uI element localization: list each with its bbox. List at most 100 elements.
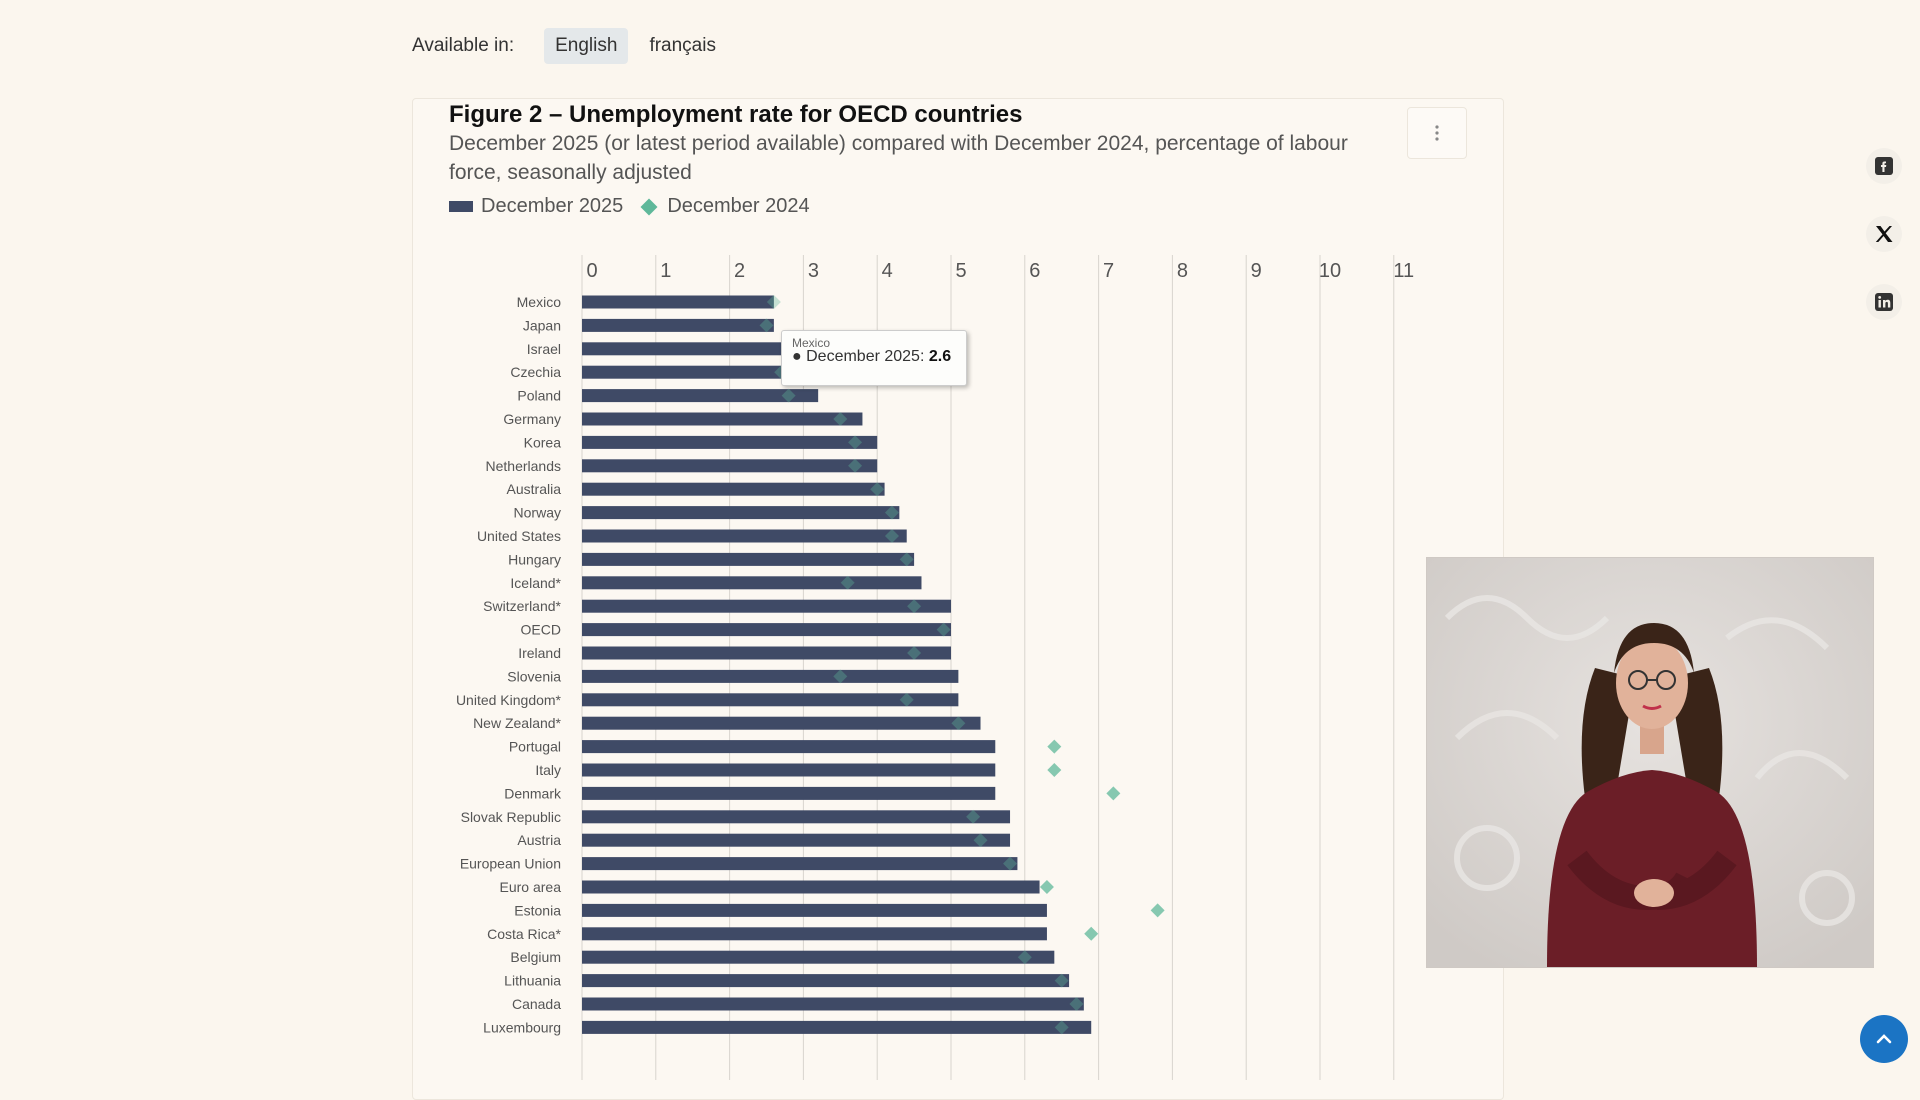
marker-december-2024[interactable] — [966, 809, 981, 824]
x-tick-label: 7 — [1103, 260, 1114, 282]
marker-december-2024[interactable] — [833, 669, 848, 684]
tooltip-series: December 2025: — [806, 348, 925, 365]
chart-legend: December 2025 December 2024 — [449, 195, 810, 218]
bar-december-2025[interactable] — [582, 599, 951, 613]
y-category-label: Lithuania — [504, 973, 561, 989]
bar-december-2025[interactable] — [582, 295, 774, 309]
marker-december-2024[interactable] — [884, 529, 899, 543]
bar-december-2025[interactable] — [582, 552, 915, 566]
x-tick-label: 3 — [808, 260, 819, 282]
marker-december-2024[interactable] — [899, 552, 914, 567]
bar-december-2025[interactable] — [582, 435, 878, 449]
marker-december-2024[interactable] — [840, 575, 855, 590]
bar-december-2025[interactable] — [582, 1020, 1092, 1034]
y-category-label: Denmark — [504, 785, 562, 801]
kebab-menu-icon — [1435, 125, 1439, 141]
bar-december-2025[interactable] — [582, 506, 900, 520]
x-twitter-icon — [1875, 226, 1893, 242]
x-tick-label: 2 — [734, 260, 745, 282]
bar-december-2025[interactable] — [582, 669, 959, 683]
y-category-label: Canada — [512, 996, 561, 1012]
chart-menu-button[interactable] — [1407, 107, 1467, 159]
bar-december-2025[interactable] — [582, 459, 878, 473]
x-tick-label: 6 — [1029, 260, 1040, 282]
marker-december-2024[interactable] — [781, 388, 796, 403]
marker-december-2024[interactable] — [1054, 1020, 1069, 1035]
marker-december-2024[interactable] — [1054, 973, 1069, 988]
bar-december-2025[interactable] — [582, 833, 1011, 847]
bar-december-2025[interactable] — [582, 903, 1047, 917]
linkedin-share-button[interactable] — [1866, 284, 1902, 320]
y-category-label: Netherlands — [486, 458, 562, 474]
marker-december-2024[interactable] — [766, 295, 781, 309]
bar-december-2025[interactable] — [582, 412, 863, 426]
marker-december-2024[interactable] — [1039, 880, 1054, 894]
marker-december-2024[interactable] — [1150, 903, 1165, 918]
bar-december-2025[interactable] — [582, 623, 951, 637]
y-category-label: Mexico — [517, 294, 562, 310]
y-category-label: Norway — [514, 505, 561, 521]
bar-december-2025[interactable] — [582, 997, 1084, 1011]
bar-december-2025[interactable] — [582, 342, 811, 356]
bar-december-2025[interactable] — [582, 857, 1018, 871]
marker-december-2024[interactable] — [951, 716, 966, 731]
bar-december-2025[interactable] — [582, 482, 885, 496]
bar-december-2025[interactable] — [582, 318, 774, 332]
marker-december-2024[interactable] — [884, 505, 899, 520]
marker-december-2024[interactable] — [848, 435, 863, 450]
bar-december-2025[interactable] — [582, 786, 996, 800]
marker-december-2024[interactable] — [759, 318, 774, 333]
x-tick-label: 4 — [882, 260, 893, 282]
bar-december-2025[interactable] — [582, 950, 1055, 964]
bar-december-2025[interactable] — [582, 693, 959, 707]
bar-december-2025[interactable] — [582, 529, 907, 543]
marker-december-2024[interactable] — [833, 412, 848, 426]
scroll-to-top-button[interactable] — [1860, 1015, 1908, 1063]
x-share-button[interactable] — [1866, 216, 1902, 252]
x-tick-label: 11 — [1393, 260, 1414, 282]
bar-december-2025[interactable] — [582, 716, 981, 730]
y-category-label: Slovenia — [507, 668, 561, 684]
marker-december-2024[interactable] — [1106, 786, 1121, 801]
marker-december-2024[interactable] — [973, 833, 988, 848]
bar-december-2025[interactable] — [582, 880, 1040, 894]
marker-december-2024[interactable] — [1069, 997, 1084, 1011]
y-category-label: United Kingdom* — [456, 692, 562, 708]
bar-december-2025[interactable] — [582, 763, 996, 777]
language-french-button[interactable]: français — [649, 35, 716, 56]
y-category-label: Austria — [517, 832, 561, 848]
marker-december-2024[interactable] — [1047, 739, 1062, 754]
facebook-share-button[interactable] — [1866, 148, 1902, 184]
marker-december-2024[interactable] — [1084, 926, 1099, 941]
legend-december-2024[interactable]: December 2024 — [667, 195, 810, 217]
bar-december-2025[interactable] — [582, 974, 1070, 988]
bar-december-2025[interactable] — [582, 740, 996, 754]
bar-december-2025[interactable] — [582, 646, 951, 660]
y-category-label: Germany — [503, 411, 561, 427]
marker-december-2024[interactable] — [899, 692, 914, 707]
marker-december-2024[interactable] — [870, 482, 885, 497]
marker-december-2024[interactable] — [936, 622, 951, 637]
linkedin-icon — [1875, 293, 1893, 311]
bar-december-2025[interactable] — [582, 927, 1047, 941]
bar-december-2025[interactable] — [582, 365, 811, 379]
marker-december-2024[interactable] — [848, 458, 863, 473]
language-english-button[interactable]: English — [544, 28, 629, 64]
legend-december-2025[interactable]: December 2025 — [481, 195, 624, 217]
bar-december-2025[interactable] — [582, 810, 1011, 824]
y-category-label: Japan — [523, 317, 561, 333]
y-category-label: Korea — [524, 434, 562, 450]
y-category-label: Portugal — [509, 739, 561, 755]
y-category-label: Estonia — [514, 902, 561, 918]
y-category-label: Hungary — [508, 551, 561, 567]
bar-december-2025[interactable] — [582, 576, 922, 590]
bar-december-2025[interactable] — [582, 389, 819, 403]
marker-december-2024[interactable] — [907, 599, 922, 614]
legend-bar-swatch[interactable] — [449, 201, 473, 212]
y-category-label: Iceland* — [510, 575, 561, 591]
sign-language-video[interactable] — [1426, 557, 1874, 968]
marker-december-2024[interactable] — [907, 646, 922, 660]
marker-december-2024[interactable] — [1017, 950, 1032, 965]
marker-december-2024[interactable] — [1047, 763, 1062, 777]
marker-december-2024[interactable] — [1003, 856, 1018, 871]
